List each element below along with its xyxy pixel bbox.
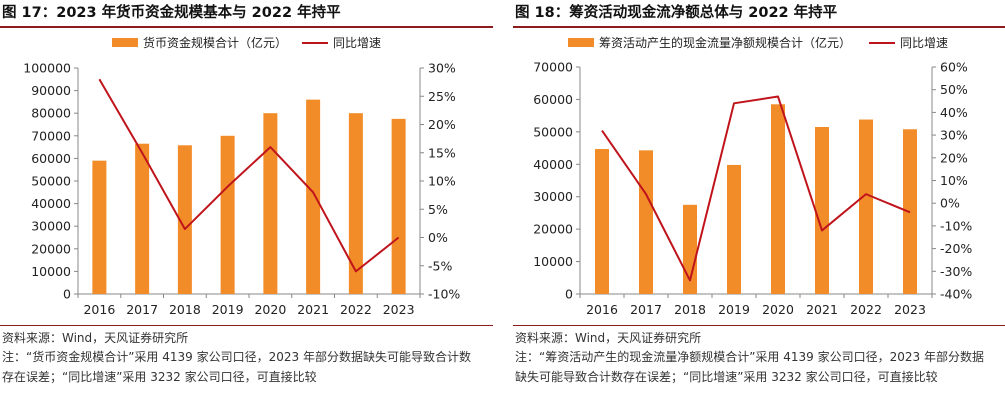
x-tick-label: 2016 — [83, 302, 115, 317]
bar-2020 — [771, 104, 785, 295]
x-tick-label: 2023 — [894, 302, 926, 317]
x-tick-label: 2017 — [126, 302, 158, 317]
source-text: 资料来源：Wind，天风证券研究所 — [515, 331, 702, 345]
combo-chart: 0 10000 20000 30000 40000 50000 60000 70000 8000… — [23, 35, 460, 317]
left-tick-label: 90000 — [31, 83, 71, 98]
legend-line-label: 同比增速 — [900, 36, 948, 50]
bar-2021 — [306, 99, 321, 294]
source-rule — [0, 325, 493, 326]
left-tick-label: 60000 — [533, 92, 573, 107]
growth-line — [601, 95, 911, 282]
bar-2016 — [92, 160, 107, 294]
left-tick-label: 50000 — [31, 174, 71, 189]
chart-panel-fig17: 图 17：2023 年货币资金规模基本与 2022 年持平 0 10000 2000… — [0, 0, 493, 411]
x-tick-label: 2019 — [718, 302, 750, 317]
left-tick-label: 40000 — [533, 157, 573, 172]
x-tick-label: 2022 — [850, 302, 882, 317]
x-tick-label: 2019 — [212, 302, 244, 317]
left-tick-label: 10000 — [31, 264, 71, 279]
note-text: 注：“货币资金规模合计”采用 4139 家公司口径，2023 年部分数据缺失可能… — [2, 350, 471, 384]
x-tick-label: 2018 — [674, 302, 706, 317]
right-tick-label: -5% — [428, 258, 452, 273]
left-tick-label: 100000 — [23, 61, 71, 76]
bar-2022 — [348, 113, 363, 294]
left-tick-label: 0 — [63, 287, 71, 302]
x-tick-label: 2020 — [762, 302, 794, 317]
left-tick-label: 20000 — [31, 241, 71, 256]
right-tick-label: 10% — [428, 174, 456, 189]
legend-line-label: 同比增速 — [333, 36, 381, 50]
right-tick-label: 40% — [940, 105, 968, 120]
left-tick-label: 10000 — [533, 254, 573, 269]
x-tick-label: 2023 — [383, 302, 415, 317]
bar-2020 — [263, 113, 278, 294]
source-text: 资料来源：Wind，天风证券研究所 — [2, 331, 189, 345]
bar-2017 — [135, 143, 150, 294]
title-rule — [513, 26, 1005, 28]
right-tick-label: 20% — [428, 117, 456, 132]
bar-2018 — [177, 145, 192, 294]
bar-2017 — [639, 150, 653, 294]
chart-panel-fig18: 图 18：筹资活动现金流净额总体与 2022 年持平 0 10000 20000 30… — [513, 0, 1005, 411]
right-tick-label: 15% — [428, 145, 456, 160]
x-tick-label: 2016 — [586, 302, 618, 317]
right-tick-label: 5% — [428, 202, 448, 217]
bar-2019 — [220, 135, 235, 294]
x-tick-label: 2017 — [630, 302, 662, 317]
legend-bar-swatch — [112, 38, 138, 47]
left-tick-label: 70000 — [31, 128, 71, 143]
left-tick-label: 80000 — [31, 106, 71, 121]
legend-bar-label: 货币资金规模合计（亿元） — [143, 35, 287, 50]
combo-chart: 0 10000 20000 30000 40000 50000 60000 70000 -40%… — [533, 35, 972, 317]
growth-line — [98, 78, 400, 273]
left-tick-label: 30000 — [31, 219, 71, 234]
bar-2022 — [859, 119, 873, 294]
bar-2023 — [391, 118, 406, 294]
bar-2021 — [815, 126, 829, 294]
right-tick-label: 30% — [940, 128, 968, 143]
legend-bar-label: 筹资活动产生的现金流量净额规模合计（亿元） — [599, 35, 851, 50]
left-tick-label: 70000 — [533, 60, 573, 75]
x-tick-label: 2020 — [254, 302, 286, 317]
bar-2019 — [727, 164, 741, 294]
right-tick-label: -20% — [940, 241, 972, 256]
left-tick-label: 30000 — [533, 189, 573, 204]
left-tick-label: 0 — [565, 287, 573, 302]
left-tick-label: 20000 — [533, 222, 573, 237]
right-tick-label: 30% — [428, 61, 456, 76]
right-tick-label: 60% — [940, 60, 968, 75]
right-tick-label: 0% — [940, 196, 960, 211]
source-rule — [513, 325, 1005, 326]
right-tick-label: 25% — [428, 89, 456, 104]
left-tick-label: 60000 — [31, 151, 71, 166]
right-tick-label: -40% — [940, 287, 972, 302]
x-tick-label: 2021 — [297, 302, 329, 317]
right-tick-label: 0% — [428, 230, 448, 245]
bar-2016 — [595, 149, 609, 294]
x-tick-label: 2018 — [169, 302, 201, 317]
left-tick-label: 40000 — [31, 196, 71, 211]
left-tick-label: 50000 — [533, 124, 573, 139]
title-rule — [0, 26, 493, 28]
right-tick-label: 20% — [940, 150, 968, 165]
legend-bar-swatch — [568, 38, 594, 47]
note-text: 注：“筹资活动产生的现金流量净额规模合计”采用 4139 家公司口径，2023 … — [515, 350, 984, 384]
x-tick-label: 2022 — [340, 302, 372, 317]
x-tick-label: 2021 — [806, 302, 838, 317]
figure-title: 图 18：筹资活动现金流净额总体与 2022 年持平 — [515, 5, 838, 21]
right-tick-label: 50% — [940, 82, 968, 97]
right-tick-label: 10% — [940, 173, 968, 188]
figure-title: 图 17：2023 年货币资金规模基本与 2022 年持平 — [2, 5, 341, 21]
right-tick-label: -10% — [428, 287, 460, 302]
right-tick-label: -10% — [940, 218, 972, 233]
right-tick-label: -30% — [940, 264, 972, 279]
